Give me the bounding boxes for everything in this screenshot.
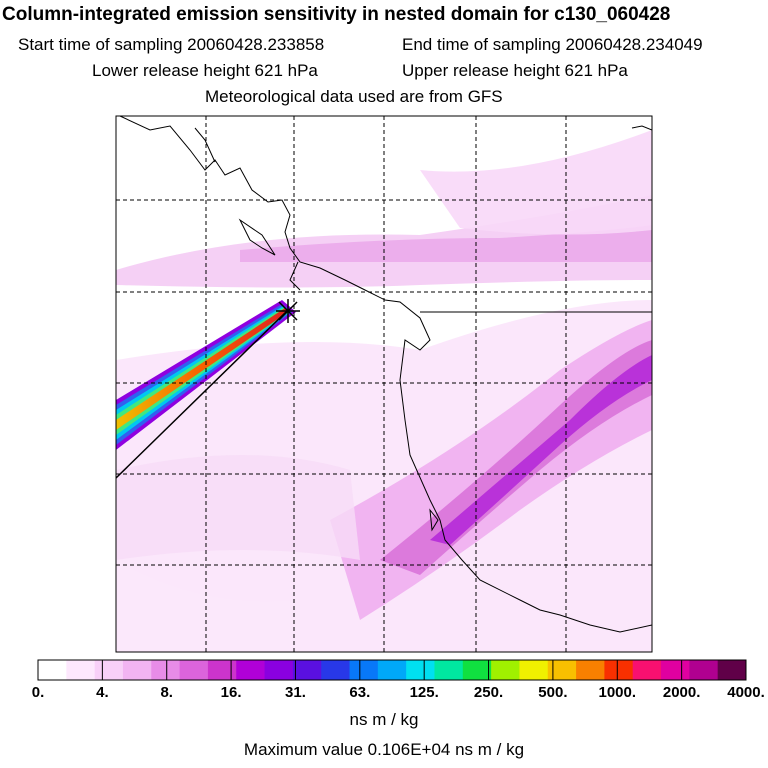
flight-track xyxy=(116,309,289,479)
colorbar-tick-label: 1000. xyxy=(598,684,637,701)
end-time-label: End time of sampling 20060428.234049 xyxy=(402,35,703,54)
colorbar-tick-label: 63. xyxy=(349,684,371,701)
colorbar-swatch xyxy=(632,660,662,680)
start-time-label: Start time of sampling 20060428.233858 xyxy=(18,35,325,54)
colorbar-tick-label: 250. xyxy=(473,684,504,701)
colorbar-swatch xyxy=(38,660,67,680)
colorbar-tick-label: 0. xyxy=(31,684,45,701)
graticule xyxy=(116,116,652,652)
colorbar-tick-label: 8. xyxy=(160,684,173,701)
colorbar-swatch xyxy=(66,660,96,680)
colorbar-tick-label: 500. xyxy=(538,684,568,701)
colorbar-swatch xyxy=(292,660,322,680)
colorbar-swatch xyxy=(377,660,407,680)
sensitivity-field xyxy=(116,130,652,652)
colorbar-swatch xyxy=(717,660,747,680)
colorbar-tick-label: 16. xyxy=(220,684,242,701)
colorbar-swatch xyxy=(462,660,492,680)
max-value-label: Maximum value 0.106E+04 ns m / kg xyxy=(243,740,525,759)
colorbar-swatch xyxy=(519,660,549,680)
colorbar-swatch xyxy=(576,660,605,680)
met-data-label: Meteorological data used are from GFS xyxy=(205,87,503,106)
map-area xyxy=(116,116,652,652)
colorbar-swatch xyxy=(94,660,124,680)
coastline xyxy=(119,116,652,633)
units-label: ns m / kg xyxy=(349,710,419,729)
colorbar-swatch xyxy=(434,660,464,680)
upper-release-label: Upper release height 621 hPa xyxy=(402,61,628,80)
colorbar xyxy=(37,659,747,681)
colorbar-swatch xyxy=(264,660,294,680)
colorbar-swatch xyxy=(547,660,577,680)
colorbar-swatch xyxy=(321,660,351,680)
colorbar-tick-label: 31. xyxy=(285,684,306,701)
colorbar-swatch xyxy=(689,660,719,680)
colorbar-swatch xyxy=(207,660,237,680)
colorbar-tick-label: 125. xyxy=(409,684,439,701)
colorbar-swatch xyxy=(179,660,209,680)
release-point-marker xyxy=(276,299,300,323)
colorbar-swatch xyxy=(151,660,181,680)
page-title: Column-integrated emission sensitivity i… xyxy=(2,4,671,25)
colorbar-swatch xyxy=(236,660,266,680)
colorbar-swatch xyxy=(406,660,435,680)
lower-release-label: Lower release height 621 hPa xyxy=(92,61,318,80)
colorbar-tick-label: 4. xyxy=(96,684,109,701)
colorbar-swatch xyxy=(661,660,690,680)
colorbar-swatch xyxy=(491,660,520,680)
colorbar-swatch xyxy=(604,660,634,680)
colorbar-tick-label: 2000. xyxy=(662,684,701,701)
colorbar-swatch xyxy=(122,660,152,680)
colorbar-tick-label: 4000. xyxy=(727,684,765,701)
map-frame xyxy=(115,115,653,653)
colorbar-swatch xyxy=(349,660,379,680)
